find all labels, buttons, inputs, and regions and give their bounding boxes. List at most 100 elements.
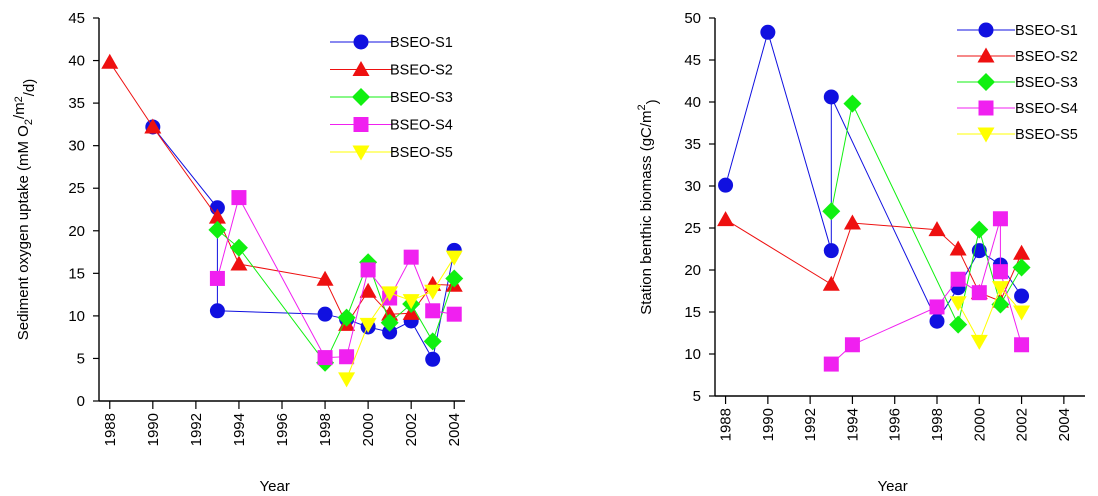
x-tick-label: 1994	[231, 413, 248, 446]
data-point	[316, 270, 334, 286]
data-point	[230, 255, 248, 271]
series-line	[217, 229, 455, 364]
legend-label: BSEO-S3	[390, 90, 453, 106]
data-point	[929, 313, 945, 329]
y-axis-title-part: )	[644, 99, 661, 104]
x-tick-label: 1998	[929, 408, 946, 441]
data-point	[360, 262, 376, 278]
legend-label: BSEO-S5	[1015, 127, 1078, 143]
data-point	[970, 220, 989, 239]
x-tick-label: 2004	[446, 413, 463, 446]
data-point	[1014, 337, 1030, 353]
data-point	[1013, 305, 1031, 321]
series-line	[830, 218, 1023, 365]
data-point	[425, 351, 441, 367]
legend-entry-bseo-s2: BSEO-S2	[957, 47, 1078, 65]
series-bseo-s4	[209, 190, 462, 366]
y-tick-label: 45	[68, 10, 85, 27]
data-point	[338, 372, 356, 388]
data-point	[992, 211, 1008, 227]
legend-label: BSEO-S2	[1015, 49, 1078, 65]
data-point	[446, 306, 462, 322]
data-point	[403, 249, 419, 265]
data-point	[929, 299, 945, 315]
data-point	[1014, 288, 1030, 304]
legend-label: BSEO-S4	[1015, 101, 1078, 117]
y-tick-label: 20	[684, 262, 701, 279]
y-axis-title: Station benthic biomass (gC/m2)	[636, 99, 661, 314]
legend-marker	[353, 34, 369, 50]
legend-label: BSEO-S3	[1015, 75, 1078, 91]
data-point	[970, 334, 988, 350]
series-line	[725, 30, 1023, 323]
series-bseo-s3	[822, 94, 1031, 334]
legend-entry-bseo-s1: BSEO-S1	[330, 34, 453, 51]
data-point	[950, 271, 966, 287]
legend-label: BSEO-S5	[390, 145, 453, 161]
legend-entry-bseo-s2: BSEO-S2	[330, 61, 453, 79]
data-point	[317, 306, 333, 322]
data-point	[402, 294, 420, 310]
x-tick-label: 1988	[102, 413, 119, 446]
x-tick-label: 2000	[971, 408, 988, 441]
legend: BSEO-S1 BSEO-S2 BSEO-S3 BSEO-S4 BSEO-S5	[330, 34, 453, 161]
legend-label: BSEO-S2	[390, 63, 453, 79]
y-tick-label: 25	[684, 220, 701, 237]
data-point	[381, 286, 399, 302]
series-line	[830, 102, 1023, 327]
data-point	[445, 250, 463, 266]
y-axis-title-part: /d)	[21, 79, 38, 97]
data-point	[423, 332, 442, 351]
x-axis-title: Year	[877, 478, 907, 495]
data-point	[424, 284, 442, 300]
legend-label: BSEO-S4	[390, 118, 453, 134]
x-tick-label: 2000	[360, 413, 377, 446]
legend: BSEO-S1 BSEO-S2 BSEO-S3 BSEO-S4 BSEO-S5	[957, 22, 1078, 143]
data-point	[208, 208, 226, 224]
series-line	[957, 286, 1022, 343]
y-tick-label: 40	[68, 53, 85, 70]
y-axis-title-part: Station benthic biomass (gC/m	[638, 110, 655, 314]
y-tick-label: 25	[68, 180, 85, 197]
legend-entry-bseo-s5: BSEO-S5	[957, 127, 1078, 143]
x-tick-label: 1992	[802, 408, 819, 441]
x-tick-label: 1996	[887, 408, 904, 441]
y-tick-label: 40	[684, 94, 701, 111]
legend-label: BSEO-S1	[1015, 23, 1078, 39]
data-point	[843, 214, 861, 230]
y-axis-title: Sediment oxygen uptake (mM O2/m2/d)	[11, 79, 38, 341]
legend-marker	[977, 47, 995, 63]
data-point	[209, 270, 225, 286]
data-point	[992, 264, 1008, 280]
y-tick-label: 10	[68, 308, 85, 325]
y-tick-label: 45	[684, 52, 701, 69]
data-point	[823, 356, 839, 372]
x-tick-label: 2002	[403, 413, 420, 446]
data-point	[101, 53, 119, 69]
data-point	[382, 324, 398, 340]
y-tick-label: 0	[77, 393, 85, 410]
legend-marker	[352, 61, 370, 76]
y-tick-label: 20	[68, 223, 85, 240]
data-point	[971, 243, 987, 259]
y-tick-label: 30	[68, 138, 85, 155]
y-tick-label: 50	[684, 10, 701, 27]
data-point	[425, 303, 441, 319]
x-tick-label: 1996	[274, 413, 291, 446]
x-tick-label: 1998	[317, 413, 334, 446]
data-point	[844, 337, 860, 353]
legend-entry-bseo-s4: BSEO-S4	[330, 117, 453, 134]
legend-marker	[352, 145, 370, 161]
y-tick-label: 15	[684, 304, 701, 321]
data-point	[843, 94, 862, 113]
data-point	[717, 211, 735, 227]
y-axis-title-part: Sediment oxygen uptake (mM O	[15, 125, 32, 340]
series-bseo-s5	[338, 250, 463, 388]
data-point	[971, 285, 987, 301]
y-tick-label: 5	[77, 350, 85, 367]
y-axis-title-part: 2	[23, 119, 35, 125]
data-point	[1013, 244, 1031, 260]
legend-entry-bseo-s3: BSEO-S3	[957, 73, 1078, 91]
x-tick-label: 2004	[1056, 408, 1073, 441]
